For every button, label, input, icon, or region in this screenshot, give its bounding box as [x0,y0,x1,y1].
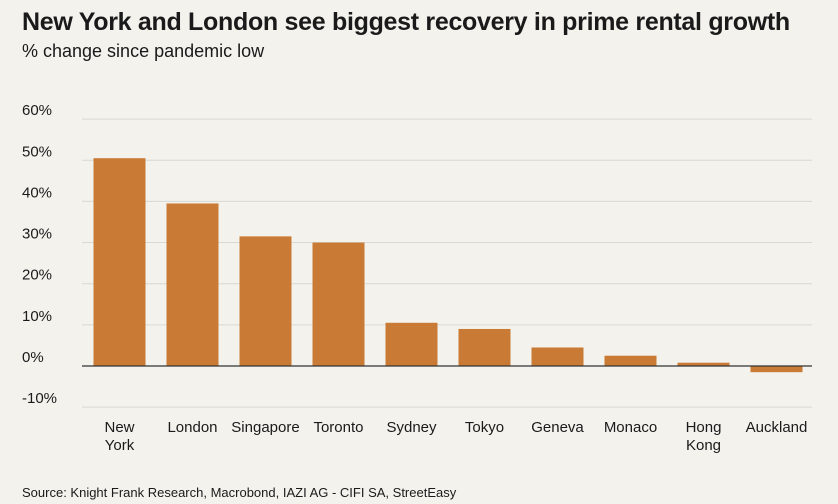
bar [93,158,146,366]
bar [239,236,292,366]
y-tick-label: -10% [22,390,57,407]
y-tick-label: 10% [22,308,52,325]
chart-subtitle: % change since pandemic low [22,41,265,61]
x-tick-label: Kong [686,437,721,454]
bar [385,322,438,366]
x-tick-label: New [104,419,134,436]
y-tick-label: 30% [22,226,52,243]
bar [604,355,657,366]
y-tick-label: 60% [22,102,52,119]
x-tick-label: Geneva [531,419,584,436]
x-tick-label: Tokyo [465,419,504,436]
x-tick-label: Auckland [746,419,808,436]
bar [166,203,219,366]
x-tick-label: Hong [686,419,722,436]
bar [458,328,511,366]
bar [312,242,365,366]
bar [677,362,730,366]
bar [531,347,584,366]
x-tick-label: Sydney [386,419,437,436]
source-note: Source: Knight Frank Research, Macrobond… [22,485,457,500]
x-tick-label: Toronto [313,419,363,436]
y-tick-label: 40% [22,184,52,201]
y-tick-label: 50% [22,143,52,160]
chart-title: New York and London see biggest recovery… [22,8,790,36]
x-tick-label: York [105,437,135,454]
x-tick-label: London [167,419,217,436]
x-tick-label: Singapore [231,419,299,436]
bar [750,366,803,373]
y-tick-label: 0% [22,349,44,366]
y-tick-label: 20% [22,267,52,284]
x-tick-label: Monaco [604,419,657,436]
